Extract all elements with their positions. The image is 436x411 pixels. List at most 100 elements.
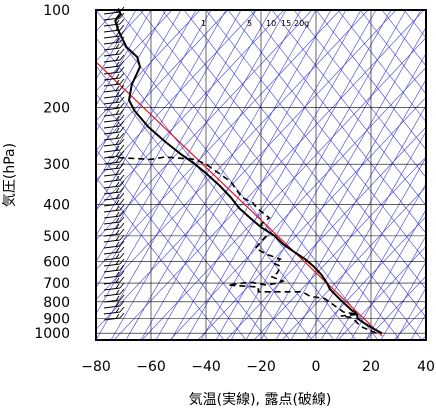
wind-barb-flag bbox=[119, 84, 125, 91]
moist-adiabat-line bbox=[96, 177, 225, 340]
wind-barb-shaft bbox=[103, 35, 121, 39]
dry-adiabat-line bbox=[309, 216, 426, 340]
dry-adiabat-line bbox=[225, 126, 426, 340]
wind-barb-flag bbox=[115, 301, 120, 307]
wind-barb bbox=[103, 186, 125, 195]
isotherm-line bbox=[140, 10, 332, 340]
wind-barb-flag bbox=[119, 312, 125, 319]
isotherm-line bbox=[96, 10, 227, 237]
wind-barb-shaft bbox=[103, 119, 121, 123]
wind-barb-flag bbox=[115, 127, 120, 133]
wind-barb-flag bbox=[115, 55, 120, 61]
wind-barb-flag bbox=[119, 60, 125, 67]
dry-adiabat-line bbox=[96, 10, 257, 181]
wind-barb-shaft bbox=[103, 239, 121, 243]
y-tick-label: 300 bbox=[43, 157, 70, 173]
x-tick-label: −40 bbox=[191, 359, 221, 375]
wind-barb-flag bbox=[119, 42, 125, 49]
wind-barb-shaft bbox=[103, 305, 121, 309]
wind-barb-flag bbox=[119, 204, 125, 211]
mixing-ratio-label: 15 bbox=[281, 19, 291, 28]
dry-adiabat-line bbox=[96, 10, 313, 241]
wind-barb-shaft bbox=[103, 263, 121, 267]
dry-adiabat-line bbox=[281, 186, 426, 340]
wind-barb bbox=[103, 234, 125, 243]
wind-barb-flag bbox=[115, 157, 120, 163]
wind-barb-flag bbox=[115, 163, 120, 169]
wind-barb-flag bbox=[115, 259, 120, 265]
wind-barb-flag bbox=[119, 138, 125, 145]
wind-barb-shaft bbox=[103, 245, 121, 249]
wind-barb-shaft bbox=[103, 215, 121, 219]
wind-barb-flag bbox=[115, 73, 120, 79]
wind-barb bbox=[103, 48, 125, 57]
wind-barb bbox=[103, 300, 125, 309]
wind-barb-shaft bbox=[103, 203, 121, 207]
wind-barb-flag bbox=[115, 97, 120, 103]
wind-barb-flag bbox=[119, 186, 125, 193]
wind-barb-flag bbox=[115, 31, 120, 37]
wind-barb-shaft bbox=[103, 227, 121, 231]
wind-barb bbox=[103, 258, 125, 267]
wind-barb bbox=[103, 270, 125, 279]
wind-barb-flag bbox=[115, 229, 120, 235]
x-tick-labels: −80 −60 −40 −20 0 20 40 bbox=[81, 359, 435, 375]
wind-barb-flag bbox=[115, 103, 120, 109]
wind-barb-flag bbox=[119, 300, 125, 307]
wind-barb-flag bbox=[115, 253, 120, 259]
wind-barb-flag bbox=[115, 37, 120, 43]
mixing-ratio-label: 5 bbox=[247, 19, 252, 28]
wind-barb-flag bbox=[119, 288, 125, 295]
wind-barb-shaft bbox=[103, 65, 121, 69]
isotherm-line bbox=[290, 104, 426, 340]
wind-barb-shaft bbox=[103, 23, 121, 27]
y-tick-label: 900 bbox=[43, 311, 70, 327]
wind-barb-flag bbox=[119, 48, 125, 55]
wind-barb-shaft bbox=[103, 221, 121, 225]
wind-barb bbox=[103, 312, 125, 321]
dry-adiabat-line bbox=[96, 10, 397, 330]
isotherm-line bbox=[155, 10, 347, 340]
wind-barb-flag bbox=[119, 120, 125, 127]
wind-barb-flag bbox=[119, 114, 125, 121]
wind-barb-flag bbox=[119, 36, 125, 43]
wind-barb-shaft bbox=[103, 167, 121, 171]
dry-adiabat-line bbox=[96, 10, 285, 211]
wind-barb-flag bbox=[119, 198, 125, 205]
wind-barb-shaft bbox=[103, 53, 121, 57]
wind-barb-flag bbox=[119, 24, 125, 31]
wind-barb-shaft bbox=[103, 41, 121, 45]
wind-barb-flag bbox=[119, 294, 125, 301]
wind-barb bbox=[103, 54, 125, 63]
wind-barb-flag bbox=[119, 66, 125, 73]
wind-barb-flag bbox=[115, 175, 120, 181]
wind-barb-flag bbox=[115, 265, 120, 271]
moist-adiabat-line bbox=[183, 10, 426, 318]
moist-adiabat-line bbox=[205, 10, 426, 290]
wind-barb-shaft bbox=[103, 281, 121, 285]
wind-barb-shaft bbox=[103, 251, 121, 255]
wind-barb-shaft bbox=[103, 29, 121, 33]
wind-barb-shaft bbox=[103, 77, 121, 81]
plot-frame bbox=[95, 9, 427, 341]
wind-barb-flag bbox=[115, 241, 120, 247]
wind-barb-flag bbox=[119, 54, 125, 61]
isotherm-line bbox=[260, 52, 426, 340]
x-tick-label: −60 bbox=[136, 359, 166, 375]
dry-adiabat-line bbox=[253, 156, 426, 340]
wind-barb bbox=[103, 96, 125, 105]
wind-barb-flag bbox=[115, 121, 120, 127]
wind-barb bbox=[103, 36, 125, 45]
wind-barb-flag bbox=[119, 180, 125, 187]
isotherm-line bbox=[96, 10, 167, 133]
wind-barb-flag bbox=[119, 150, 125, 157]
wind-barb-shaft bbox=[103, 293, 121, 297]
wind-barb-shaft bbox=[103, 275, 121, 279]
wind-barb-flag bbox=[115, 295, 120, 301]
wind-barb-flag bbox=[119, 96, 125, 103]
y-tick-label: 800 bbox=[43, 295, 70, 311]
wind-barb-flag bbox=[115, 61, 120, 67]
wind-barb-flag bbox=[119, 306, 125, 313]
reference-curve-group bbox=[96, 61, 383, 337]
